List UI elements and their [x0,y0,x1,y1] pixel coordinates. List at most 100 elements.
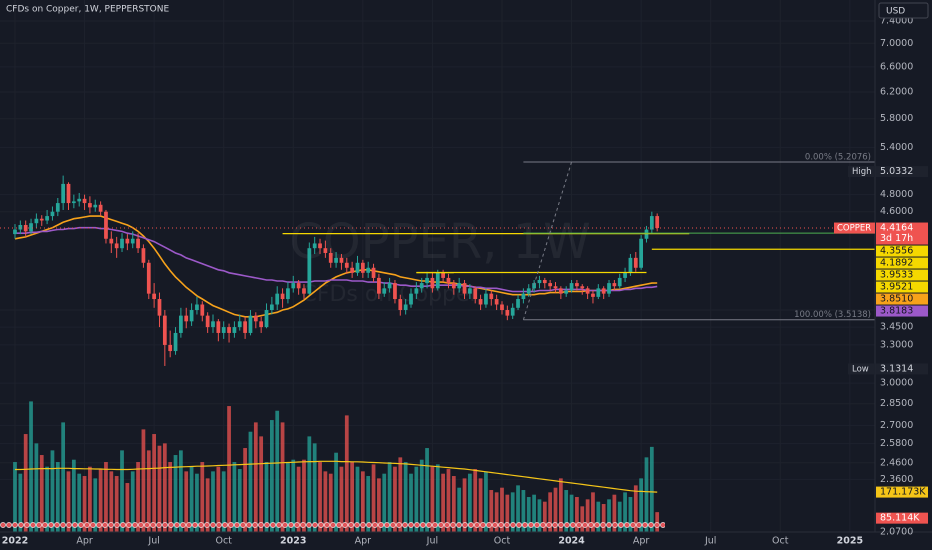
candle-body [34,218,39,224]
candle-body [585,288,590,294]
volume-bar [82,476,87,532]
volume-bar [291,459,296,532]
candle-body [248,315,253,333]
volume-bar [173,455,178,532]
volume-bar [521,490,526,532]
volume-bar [200,462,205,532]
y-tick-label: 2.5800 [880,438,913,449]
candle-body [114,243,119,249]
high-tag [848,166,875,178]
candle-body [569,283,574,291]
volume-bar [109,471,114,532]
candle-body [173,332,178,352]
candle-body [532,283,536,289]
candle-body [98,204,103,212]
volume-bar [371,464,376,532]
candle-body [500,304,504,311]
price-label: 3.9521 [880,282,913,293]
volume-bar [462,478,467,532]
candle-body [71,201,76,204]
price-label: 3.8510 [880,294,913,305]
volume-bar [179,450,183,532]
candle-body [66,183,71,204]
candle-body [409,293,413,305]
candle-body [221,327,226,333]
volume-bar [125,483,130,532]
candle-body [521,293,526,300]
candle-body [50,211,55,217]
volume-bar [253,422,258,532]
y-tick-label: 7.4000 [880,16,913,27]
y-tick-label: 4.8000 [880,189,913,200]
volume-bar [585,499,590,532]
candle-body [259,321,264,328]
candle-body [649,216,654,230]
x-tick-label: Apr [633,536,650,547]
volume-bar [334,452,338,532]
candle-body [120,238,124,249]
volume-bar [473,469,478,532]
candle-body [494,299,499,305]
candle-body [398,299,403,311]
volume-bar [387,462,392,532]
watermark: COPPER, 1W [289,214,590,270]
volume-bar [425,448,429,532]
x-tick-label: 2024 [558,536,585,547]
volume-label-box [876,512,928,524]
volume-bar [623,492,627,532]
volume-bar [569,494,574,532]
volume-bar [88,466,92,532]
candle-body [435,272,440,289]
candle-body [596,288,601,297]
volume-bar [50,450,55,532]
candle-body [468,288,472,294]
candle-body [542,279,547,284]
candle-body [328,252,333,263]
currency-button[interactable] [878,2,929,19]
fib-label: 0.00% (5.2076) [805,152,871,162]
candle-body [553,286,558,289]
candle-body [189,310,194,322]
candle-body [141,248,146,263]
volume-ma-line [15,460,658,493]
candle-body [377,277,381,294]
volume-bar [205,478,210,532]
volume-bar [500,487,504,532]
currency[interactable]: USD [886,7,905,17]
y-tick-label: 7.0000 [880,38,913,49]
candle-body [152,293,157,300]
volume-bar [66,471,71,532]
x-tick-label: Oct [215,536,232,547]
volume-bar [34,443,39,532]
candle-body [537,279,542,284]
candle-body [387,283,392,289]
y-tick-label: 5.4000 [880,142,913,153]
volume-bar [216,466,221,532]
volume-bar [275,410,280,532]
symbol-label: COPPER [837,224,871,234]
candle-body [318,243,322,249]
price-label-box [876,222,928,245]
candle-body [269,304,274,311]
volume-bar [243,448,247,532]
price-label-box [876,269,928,281]
volume-bar [451,476,456,532]
price-label: 3.9533 [880,270,913,281]
candle-body [45,216,49,221]
volume-bar [644,457,649,532]
candle-body [253,315,258,322]
volume-bar [409,473,413,532]
volume-bar [152,434,157,532]
volume-bar [328,473,333,532]
chart-title: CFDs on Copper, 1W, PEPPERSTONE [6,5,169,15]
candle-body [307,248,312,294]
volume-bar [168,462,173,532]
candle-body [323,248,328,253]
price-label-box [876,281,928,293]
volume-bar [114,476,119,532]
y-tick-label: 4.6000 [880,206,913,217]
volume-bar [548,492,553,532]
price-label-box [876,305,928,317]
x-tick-label: 2022 [2,536,28,547]
candle-body [558,288,563,294]
